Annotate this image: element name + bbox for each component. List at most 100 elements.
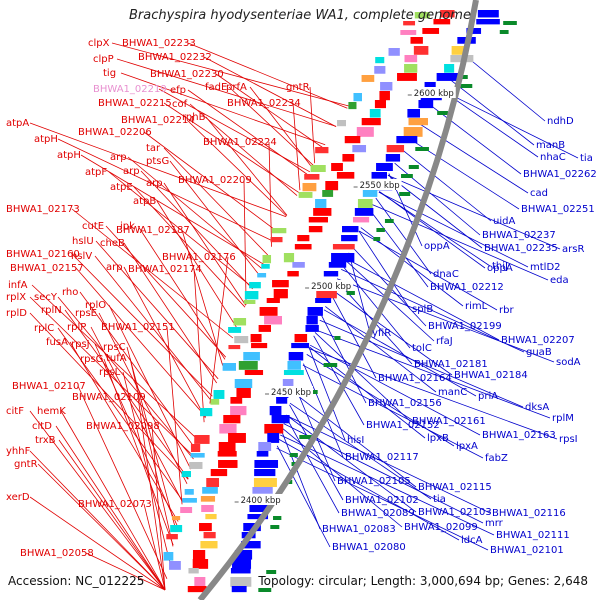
forward-feature xyxy=(298,192,313,198)
gene-label-bhwa1-02174: BHWA1_02174 xyxy=(128,264,202,275)
reverse-feature xyxy=(332,244,355,250)
connector-line xyxy=(90,326,183,503)
connector-line xyxy=(379,191,486,269)
gene-label-riml: rimL xyxy=(465,301,488,312)
connector-line xyxy=(116,58,337,127)
gene-label-hisi: hisI xyxy=(347,435,364,446)
reverse-feature xyxy=(399,192,411,196)
gene-label-nhac: nhaC xyxy=(540,152,566,163)
connector-line xyxy=(64,309,189,479)
connector-line xyxy=(29,296,195,458)
forward-feature xyxy=(187,586,207,593)
gene-label-bhwa1-02098: BHWA1_02098 xyxy=(86,421,160,432)
gene-label-secy: secY xyxy=(34,292,58,303)
connector-line xyxy=(103,358,174,546)
gene-label-rpsg: rpsG xyxy=(80,354,103,365)
reverse-feature xyxy=(396,136,418,144)
gene-label-bhwa1-02156: BHWA1_02156 xyxy=(368,398,442,409)
gene-label-cheb: cheB xyxy=(100,238,125,249)
reverse-feature xyxy=(376,163,393,171)
forward-feature xyxy=(310,165,326,172)
forward-feature xyxy=(414,12,430,19)
feature-tracks xyxy=(163,10,517,593)
forward-feature xyxy=(400,30,417,35)
gene-label-bhwa1-02117: BHWA1_02117 xyxy=(345,452,419,463)
gene-label-xerd: xerD xyxy=(6,492,30,503)
forward-feature xyxy=(272,280,289,288)
label-connector-lines xyxy=(29,42,579,591)
forward-feature xyxy=(331,163,343,171)
gene-label-gntr: gntR xyxy=(286,82,310,93)
gene-label-rpsc: rpsC xyxy=(103,342,126,353)
gene-label-bhwa1-02099: BHWA1_02099 xyxy=(404,522,478,533)
forward-feature xyxy=(200,408,213,417)
gene-label-rplx: rplX xyxy=(6,292,26,303)
forward-feature xyxy=(233,318,247,326)
tick-label: 2450 kbp xyxy=(271,388,311,398)
gene-label-bhwa1-02176: BHWA1_02176 xyxy=(162,252,236,263)
connector-line xyxy=(243,179,247,305)
gene-label-tar: tar xyxy=(146,143,161,154)
reverse-feature xyxy=(258,442,272,452)
connector-line xyxy=(308,347,346,441)
forward-feature xyxy=(181,471,191,478)
connector-line xyxy=(108,171,254,289)
forward-feature xyxy=(422,28,440,34)
reverse-feature xyxy=(256,451,269,457)
gene-label-bhwa1-02080: BHWA1_02080 xyxy=(332,542,406,553)
gene-label-manb: manB xyxy=(536,140,565,151)
gene-label-tia: tia xyxy=(580,153,593,164)
gene-label-bhwa1-02187: BHWA1_02187 xyxy=(116,225,190,236)
reverse-feature xyxy=(241,541,261,549)
connector-line xyxy=(37,463,166,591)
gene-label-rpsj: rpsJ xyxy=(71,339,90,350)
connector-line xyxy=(280,434,495,536)
connector-line xyxy=(123,266,206,419)
connector-line xyxy=(283,423,484,524)
reverse-feature xyxy=(287,361,301,370)
reverse-feature xyxy=(334,336,341,340)
gene-label-bhwa1-02234: BHWA1_02234 xyxy=(227,98,301,109)
gene-label-bhwa1-02107: BHWA1_02107 xyxy=(12,381,86,392)
forward-feature xyxy=(192,550,206,560)
forward-feature xyxy=(356,127,374,137)
connector-line xyxy=(375,197,432,275)
reverse-feature xyxy=(477,10,499,18)
forward-feature xyxy=(315,147,329,154)
gene-label-ipk: ipk xyxy=(120,221,135,232)
connector-line xyxy=(80,154,264,265)
forward-feature xyxy=(388,48,400,56)
gene-label-bhwa1-02111: BHWA1_02111 xyxy=(496,530,570,541)
reverse-feature xyxy=(385,154,401,162)
connector-line xyxy=(308,348,558,440)
gene-label-bhwa1-02215: BHWA1_02215 xyxy=(98,98,172,109)
forward-feature xyxy=(264,316,282,325)
gene-label-gntr: gntR xyxy=(14,459,38,470)
forward-feature xyxy=(337,120,347,127)
gene-label-guab: guaB xyxy=(526,347,552,358)
forward-feature xyxy=(217,451,237,457)
forward-feature xyxy=(380,82,393,91)
connector-line xyxy=(120,72,326,146)
reverse-feature xyxy=(403,127,423,137)
gene-label-rplc: rplC xyxy=(34,323,54,334)
reverse-feature xyxy=(291,343,310,349)
gene-label-arp: arp xyxy=(106,262,123,273)
reverse-feature xyxy=(269,406,282,416)
connector-line xyxy=(215,73,324,149)
connector-line xyxy=(439,88,579,159)
reverse-feature xyxy=(232,559,252,569)
gene-label-bhwa1-02206: BHWA1_02206 xyxy=(78,127,152,138)
forward-feature xyxy=(210,399,220,405)
connector-line xyxy=(29,450,166,591)
forward-feature xyxy=(336,172,355,179)
gene-label-bhwa1-02184: BHWA1_02184 xyxy=(454,370,528,381)
connector-line xyxy=(94,343,178,526)
gene-label-bhwa1-02083: BHWA1_02083 xyxy=(322,524,396,535)
forward-feature xyxy=(194,577,206,587)
gene-label-prfa: prfA xyxy=(226,82,247,93)
connector-line xyxy=(29,410,166,591)
reverse-feature xyxy=(283,370,304,376)
gene-label-rpln: rplN xyxy=(41,305,62,316)
